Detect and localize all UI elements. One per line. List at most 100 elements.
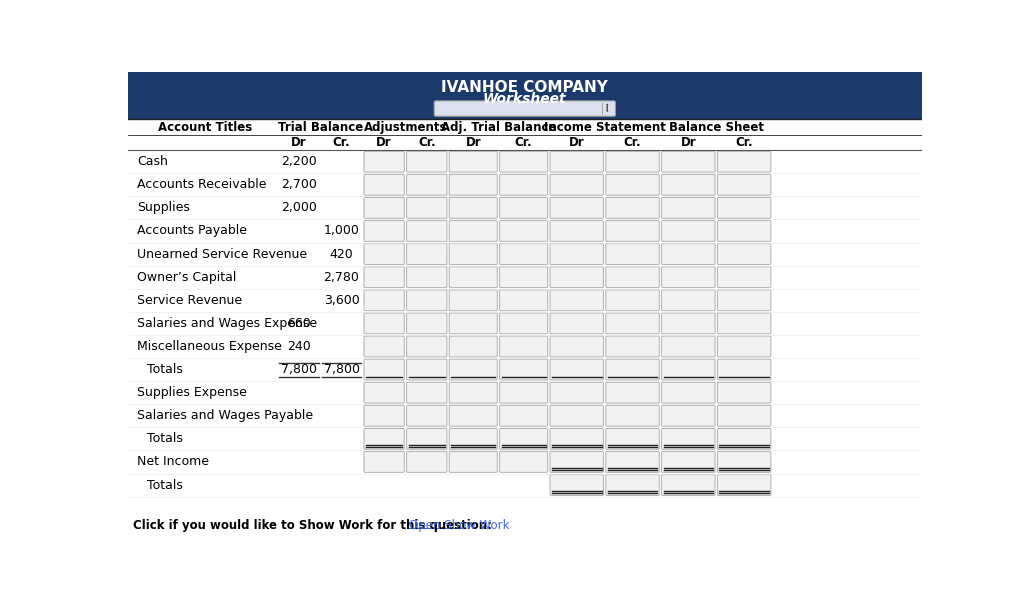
FancyBboxPatch shape — [450, 359, 498, 380]
FancyBboxPatch shape — [450, 221, 498, 241]
Text: 7,800: 7,800 — [324, 363, 359, 376]
Text: Trial Balance: Trial Balance — [278, 121, 362, 133]
Text: Open Show Work: Open Show Work — [409, 519, 509, 532]
FancyBboxPatch shape — [550, 359, 603, 380]
FancyBboxPatch shape — [450, 336, 498, 357]
FancyBboxPatch shape — [407, 405, 446, 426]
FancyBboxPatch shape — [662, 267, 715, 288]
Text: Dr: Dr — [291, 136, 307, 150]
FancyBboxPatch shape — [364, 336, 404, 357]
FancyBboxPatch shape — [364, 405, 404, 426]
FancyBboxPatch shape — [407, 336, 446, 357]
FancyBboxPatch shape — [718, 290, 771, 311]
FancyBboxPatch shape — [364, 382, 404, 403]
FancyBboxPatch shape — [718, 221, 771, 241]
Text: Totals: Totals — [147, 432, 183, 446]
FancyBboxPatch shape — [718, 198, 771, 218]
Bar — [128, 266, 922, 289]
FancyBboxPatch shape — [550, 452, 603, 472]
Text: Cr.: Cr. — [735, 136, 753, 150]
Bar — [128, 136, 922, 150]
FancyBboxPatch shape — [364, 313, 404, 334]
FancyBboxPatch shape — [550, 290, 603, 311]
Text: Cr.: Cr. — [624, 136, 641, 150]
Text: Cr.: Cr. — [333, 136, 350, 150]
FancyBboxPatch shape — [718, 151, 771, 172]
FancyBboxPatch shape — [500, 359, 548, 380]
FancyBboxPatch shape — [450, 174, 498, 195]
Text: Click if you would like to Show Work for this question:: Click if you would like to Show Work for… — [133, 519, 493, 532]
FancyBboxPatch shape — [450, 244, 498, 265]
Bar — [128, 473, 922, 497]
Text: Salaries and Wages Payable: Salaries and Wages Payable — [137, 409, 313, 422]
FancyBboxPatch shape — [606, 336, 659, 357]
FancyBboxPatch shape — [662, 429, 715, 449]
Text: ⬆
⬇: ⬆ ⬇ — [604, 104, 608, 113]
FancyBboxPatch shape — [550, 336, 603, 357]
Bar — [128, 404, 922, 428]
Text: IVANHOE COMPANY: IVANHOE COMPANY — [441, 80, 608, 95]
FancyBboxPatch shape — [718, 429, 771, 449]
Text: 420: 420 — [330, 248, 353, 260]
Bar — [128, 335, 922, 358]
FancyBboxPatch shape — [662, 452, 715, 472]
Text: Dr: Dr — [377, 136, 392, 150]
Text: Salaries and Wages Expense: Salaries and Wages Expense — [137, 317, 317, 330]
FancyBboxPatch shape — [500, 429, 548, 449]
FancyBboxPatch shape — [407, 382, 446, 403]
FancyBboxPatch shape — [407, 221, 446, 241]
Text: Worksheet: Worksheet — [483, 92, 566, 106]
Bar — [128, 450, 922, 473]
FancyBboxPatch shape — [550, 267, 603, 288]
FancyBboxPatch shape — [500, 313, 548, 334]
FancyBboxPatch shape — [718, 475, 771, 496]
Text: 2,200: 2,200 — [281, 155, 316, 168]
Bar — [128, 119, 922, 136]
Text: Adj. Trial Balance: Adj. Trial Balance — [440, 121, 556, 133]
FancyBboxPatch shape — [550, 244, 603, 265]
Text: Owner’s Capital: Owner’s Capital — [137, 271, 237, 283]
FancyBboxPatch shape — [364, 151, 404, 172]
Text: Supplies: Supplies — [137, 201, 190, 215]
Text: Account Titles: Account Titles — [159, 121, 253, 133]
FancyBboxPatch shape — [718, 244, 771, 265]
FancyBboxPatch shape — [500, 405, 548, 426]
FancyBboxPatch shape — [550, 382, 603, 403]
FancyBboxPatch shape — [718, 359, 771, 380]
FancyBboxPatch shape — [550, 313, 603, 334]
FancyBboxPatch shape — [364, 452, 404, 472]
FancyBboxPatch shape — [364, 244, 404, 265]
FancyBboxPatch shape — [500, 244, 548, 265]
Text: Supplies Expense: Supplies Expense — [137, 386, 247, 399]
FancyBboxPatch shape — [364, 198, 404, 218]
Bar — [128, 173, 922, 197]
Text: 3,600: 3,600 — [324, 294, 359, 307]
FancyBboxPatch shape — [407, 452, 446, 472]
FancyBboxPatch shape — [364, 359, 404, 380]
FancyBboxPatch shape — [450, 313, 498, 334]
FancyBboxPatch shape — [364, 267, 404, 288]
FancyBboxPatch shape — [662, 198, 715, 218]
FancyBboxPatch shape — [450, 452, 498, 472]
FancyBboxPatch shape — [550, 429, 603, 449]
FancyBboxPatch shape — [662, 221, 715, 241]
FancyBboxPatch shape — [718, 452, 771, 472]
FancyBboxPatch shape — [606, 475, 659, 496]
Text: Accounts Payable: Accounts Payable — [137, 224, 248, 238]
FancyBboxPatch shape — [500, 221, 548, 241]
Text: Unearned Service Revenue: Unearned Service Revenue — [137, 248, 307, 260]
FancyBboxPatch shape — [718, 174, 771, 195]
Text: 1,000: 1,000 — [324, 224, 359, 238]
FancyBboxPatch shape — [606, 244, 659, 265]
FancyBboxPatch shape — [450, 151, 498, 172]
FancyBboxPatch shape — [407, 198, 446, 218]
FancyBboxPatch shape — [662, 290, 715, 311]
Text: 240: 240 — [287, 340, 310, 353]
FancyBboxPatch shape — [450, 198, 498, 218]
FancyBboxPatch shape — [500, 174, 548, 195]
FancyBboxPatch shape — [450, 267, 498, 288]
FancyBboxPatch shape — [550, 198, 603, 218]
FancyBboxPatch shape — [718, 336, 771, 357]
Text: Dr: Dr — [466, 136, 481, 150]
Bar — [128, 150, 922, 173]
